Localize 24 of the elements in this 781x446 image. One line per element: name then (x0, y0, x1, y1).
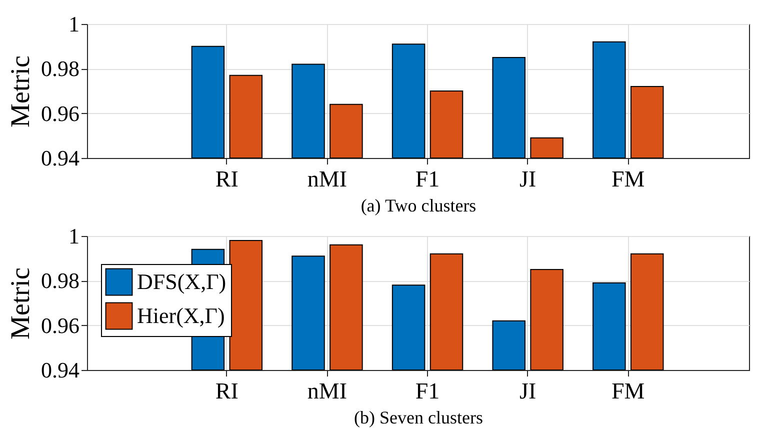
y-axis-title: Metric (5, 56, 35, 128)
x-tick-label: RI (215, 166, 238, 192)
x-axis-title: (a) Two clusters (360, 196, 476, 216)
legend-label: Hier(X,Γ) (137, 303, 225, 328)
y-tick-label: 0.98 (41, 268, 80, 294)
y-axis-title: Metric (5, 268, 35, 340)
x-tick-label: RI (215, 378, 238, 404)
x-tick-label: JI (520, 166, 536, 192)
x-tick-label: FM (612, 166, 645, 192)
y-tick-label: 1 (68, 224, 80, 248)
x-tick-label: F1 (415, 378, 440, 404)
x-axis-title: (b) Seven clusters (354, 408, 483, 428)
y-tick-label: 0.94 (41, 146, 80, 170)
legend-label: DFS(X,Γ) (137, 269, 226, 294)
y-tick-label: 1 (68, 12, 80, 36)
x-tick-label: JI (520, 378, 536, 404)
y-tick-label: 0.98 (41, 56, 80, 82)
x-tick-label: nMI (307, 166, 348, 192)
y-tick-label: 0.96 (41, 100, 80, 126)
y-tick-label: 0.94 (41, 358, 80, 382)
x-tick-label: F1 (415, 166, 440, 192)
x-tick-label: nMI (307, 378, 348, 404)
y-tick-label: 0.96 (41, 312, 80, 338)
x-tick-label: FM (612, 378, 645, 404)
